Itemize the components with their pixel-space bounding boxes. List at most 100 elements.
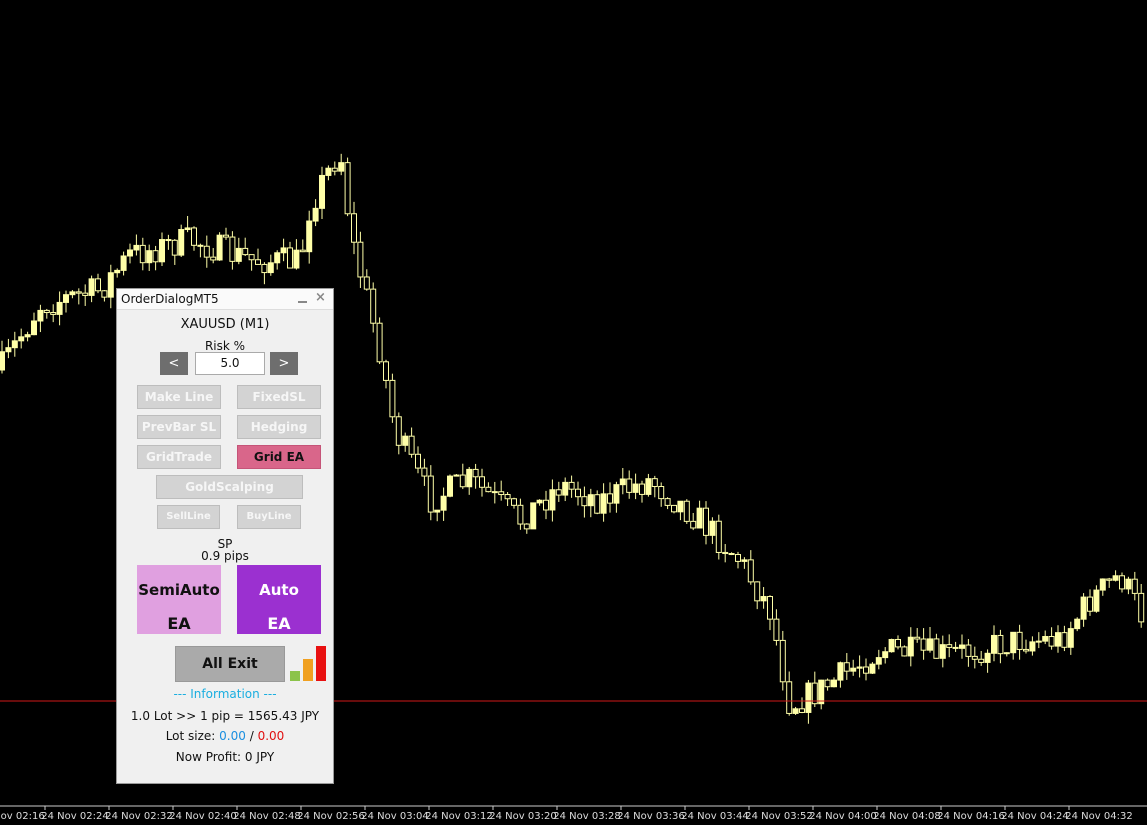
lot-size: Lot size: 0.00 / 0.00 — [117, 729, 333, 743]
time-label: 24 Nov 02:48 — [233, 811, 300, 822]
time-label: 24 Nov 04:32 — [1065, 811, 1132, 822]
candle-body — [0, 351, 5, 371]
button[interactable]: Make Line — [137, 385, 221, 409]
candle-body — [203, 245, 210, 258]
candle-body — [1061, 632, 1068, 648]
button[interactable]: FixedSL — [237, 385, 321, 409]
signal-bar — [290, 671, 300, 681]
candle-body — [1029, 641, 1036, 652]
candle-body — [178, 229, 185, 256]
button[interactable]: PrevBar SL — [137, 415, 221, 439]
candle-body — [191, 227, 197, 246]
candle-body — [344, 162, 351, 215]
candle-body — [741, 559, 748, 562]
candle-body — [63, 294, 69, 303]
candle-body — [856, 666, 863, 669]
candle-body — [235, 247, 242, 262]
label: EA — [167, 614, 191, 633]
button-active[interactable]: Grid EA — [237, 445, 321, 469]
candle-body — [805, 682, 812, 713]
button[interactable]: GoldScalping — [156, 475, 303, 499]
candle-body — [831, 679, 837, 688]
candle-body — [421, 467, 428, 477]
candle-body — [971, 655, 978, 660]
time-label: 24 Nov 03:52 — [745, 811, 812, 822]
candle-body — [69, 291, 76, 296]
risk-input[interactable]: 5.0 — [195, 352, 265, 375]
candle-body — [933, 638, 940, 659]
candle-body — [869, 663, 876, 674]
candle-body — [31, 320, 37, 336]
signal-bar — [303, 659, 313, 681]
time-label: 24 Nov 03:28 — [553, 811, 620, 822]
time-label: 24 Nov 02:56 — [297, 811, 364, 822]
candle-body — [210, 256, 217, 261]
candle-body — [472, 468, 479, 478]
candle-body — [152, 250, 159, 263]
label: Auto — [259, 581, 299, 599]
lot-size-sell: 0.00 — [257, 729, 285, 743]
candle-body — [754, 581, 761, 602]
button[interactable]: SellLine — [157, 505, 220, 529]
minimize[interactable] — [298, 301, 307, 303]
semi-auto-button[interactable]: SemiAuto EA — [137, 565, 221, 634]
risk-label: Risk % — [204, 339, 246, 353]
candle-body — [325, 167, 332, 176]
candle-body — [920, 638, 927, 651]
candle-body — [536, 499, 543, 504]
candle-body — [901, 646, 908, 657]
close[interactable]: × — [315, 290, 326, 305]
time-label: 24 Nov 02:16 — [0, 811, 45, 822]
candle-body — [370, 288, 377, 324]
button[interactable]: BuyLine — [237, 505, 301, 529]
candle-body — [248, 254, 255, 261]
info-header: --- Information --- — [173, 687, 277, 701]
increase-button[interactable]: > — [270, 352, 298, 375]
candle-body — [427, 475, 434, 513]
candle-body — [197, 244, 204, 247]
candle-body — [824, 679, 831, 688]
candle-body — [171, 239, 178, 256]
candle-body — [811, 682, 818, 705]
candle-body — [267, 262, 274, 274]
candle-body — [895, 638, 901, 648]
profit-label: Now Profit: — [175, 750, 242, 764]
candle-body — [677, 500, 684, 513]
candle-body — [24, 334, 31, 338]
candle-body — [338, 162, 345, 172]
candle-body — [939, 644, 946, 659]
time-label: 24 Nov 04:00 — [809, 811, 876, 822]
candle-body — [95, 278, 101, 292]
candle-body — [351, 213, 357, 243]
profit-value: 0 JPY — [244, 750, 275, 764]
signal-bar — [316, 646, 326, 681]
auto-button[interactable]: Auto EA — [237, 565, 321, 634]
time-label: 24 Nov 02:24 — [41, 811, 108, 822]
candle-body — [619, 478, 626, 486]
candle-body — [261, 263, 268, 274]
button[interactable]: Hedging — [237, 415, 321, 439]
candle-body — [18, 336, 25, 342]
candle-body — [485, 486, 492, 493]
candle-body — [255, 259, 261, 265]
candle-body — [664, 498, 671, 506]
candle-body — [1067, 628, 1074, 648]
candle-body — [229, 236, 236, 262]
symbol: XAUUSD (M1) — [180, 317, 270, 332]
candle-body — [959, 644, 965, 649]
decrease-button[interactable]: < — [160, 352, 188, 375]
candle-body — [146, 250, 153, 264]
candle-body — [504, 494, 511, 500]
all-exit-button[interactable]: All Exit — [175, 646, 285, 682]
candle-body — [498, 491, 505, 496]
time-label: 24 Nov 02:40 — [169, 811, 236, 822]
candle-body — [37, 309, 44, 322]
candle-body — [1010, 631, 1017, 654]
candle-body — [639, 483, 645, 495]
candle-body — [523, 523, 530, 530]
candle-body — [299, 249, 306, 253]
candle-body — [75, 291, 82, 294]
button[interactable]: GridTrade — [137, 445, 221, 469]
candle-body — [779, 639, 786, 683]
